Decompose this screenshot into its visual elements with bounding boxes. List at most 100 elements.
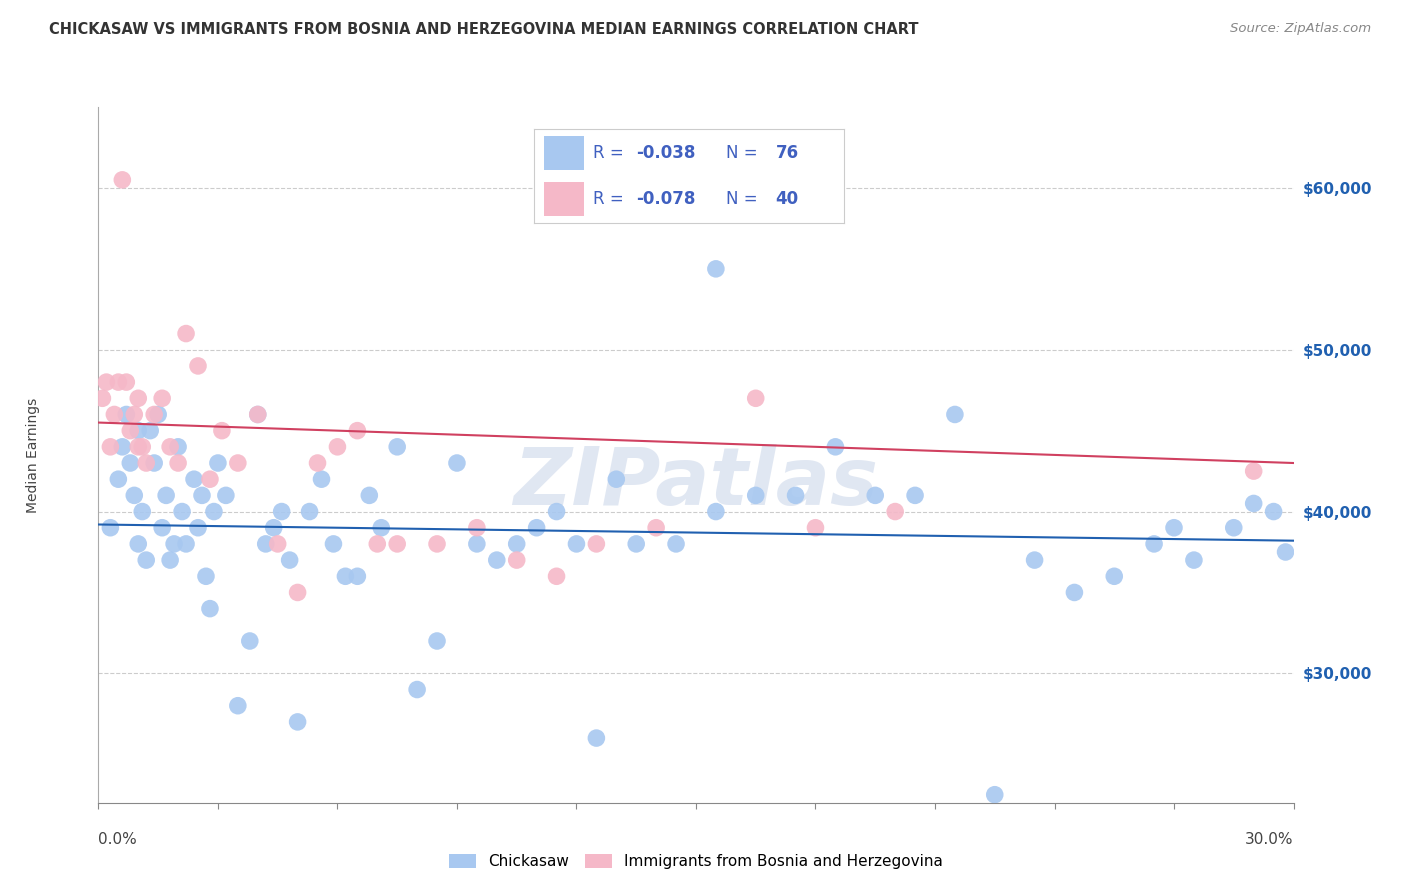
Point [124, 408, 146, 422]
Point [346, 569, 368, 583]
Point [307, 456, 329, 470]
Point [195, 569, 218, 583]
Point [124, 488, 146, 502]
Point [127, 424, 149, 438]
Point [745, 392, 768, 406]
Point [824, 440, 846, 454]
Point [131, 504, 153, 518]
Point [465, 521, 488, 535]
Point [506, 553, 529, 567]
Point [506, 537, 529, 551]
Point [202, 504, 225, 518]
Point [167, 440, 190, 454]
Point [159, 553, 181, 567]
Point [107, 375, 129, 389]
Point [645, 521, 668, 535]
Point [183, 472, 205, 486]
Point [1063, 585, 1085, 599]
Point [311, 472, 333, 486]
Point [406, 682, 429, 697]
Point [335, 569, 357, 583]
Point [127, 537, 149, 551]
Text: CHICKASAW VS IMMIGRANTS FROM BOSNIA AND HERZEGOVINA MEDIAN EARNINGS CORRELATION : CHICKASAW VS IMMIGRANTS FROM BOSNIA AND … [49, 22, 918, 37]
Point [1104, 569, 1126, 583]
Point [665, 537, 688, 551]
Text: R =: R = [593, 144, 628, 161]
Point [91, 392, 114, 406]
Point [263, 521, 285, 535]
Point [426, 634, 449, 648]
Point [198, 472, 221, 486]
Point [1024, 553, 1046, 567]
Point [804, 521, 827, 535]
Point [1274, 545, 1296, 559]
Point [172, 504, 194, 518]
Point [143, 408, 166, 422]
Point [984, 788, 1007, 802]
Text: 30.0%: 30.0% [1246, 832, 1294, 847]
Point [359, 488, 381, 502]
Point [626, 537, 648, 551]
Point [150, 392, 173, 406]
Point [155, 488, 177, 502]
Point [120, 424, 142, 438]
Point [254, 537, 277, 551]
Text: 76: 76 [776, 144, 799, 161]
Point [546, 569, 568, 583]
Point [120, 456, 142, 470]
Point [239, 634, 262, 648]
Point [107, 472, 129, 486]
Point [98, 440, 122, 454]
Point [426, 537, 449, 551]
Point [298, 504, 321, 518]
Point [1163, 521, 1185, 535]
Point [98, 521, 122, 535]
Point [704, 504, 727, 518]
Point [605, 472, 627, 486]
Point [1243, 496, 1265, 510]
Point [326, 440, 349, 454]
Legend: Chickasaw, Immigrants from Bosnia and Herzegovina: Chickasaw, Immigrants from Bosnia and He… [443, 848, 949, 875]
Point [139, 424, 162, 438]
Point [1263, 504, 1285, 518]
Point [904, 488, 927, 502]
Point [111, 440, 134, 454]
Point [127, 440, 149, 454]
Point [366, 537, 388, 551]
Point [96, 375, 118, 389]
Point [131, 440, 153, 454]
Point [704, 261, 727, 276]
Point [278, 553, 301, 567]
Point [135, 456, 157, 470]
Point [745, 488, 768, 502]
Point [446, 456, 468, 470]
Point [115, 375, 138, 389]
Point [103, 408, 125, 422]
Point [346, 424, 368, 438]
Point [287, 714, 309, 729]
Point [127, 392, 149, 406]
Point [226, 456, 249, 470]
Point [211, 424, 233, 438]
Point [785, 488, 807, 502]
Point [191, 488, 214, 502]
Text: ZIPatlas: ZIPatlas [513, 443, 879, 522]
Bar [544, 136, 583, 169]
Point [546, 504, 568, 518]
Text: 40: 40 [776, 190, 799, 208]
Point [215, 488, 238, 502]
Point [148, 408, 170, 422]
Point [226, 698, 249, 713]
Point [943, 408, 966, 422]
Bar [544, 182, 583, 216]
Point [159, 440, 181, 454]
Text: Source: ZipAtlas.com: Source: ZipAtlas.com [1230, 22, 1371, 36]
Point [163, 537, 186, 551]
Point [115, 408, 138, 422]
Point [565, 537, 588, 551]
Point [526, 521, 548, 535]
Point [174, 326, 197, 341]
Point [1243, 464, 1265, 478]
Text: -0.038: -0.038 [637, 144, 696, 161]
Point [485, 553, 508, 567]
